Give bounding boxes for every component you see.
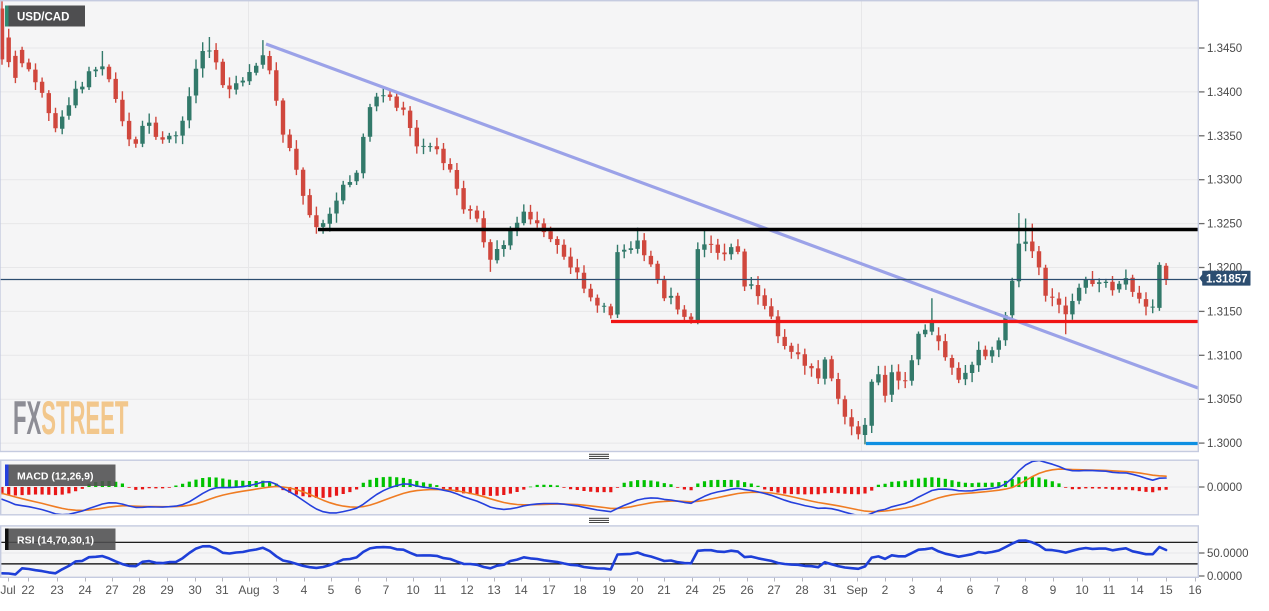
svg-text:26: 26 [740, 583, 754, 597]
svg-text:14: 14 [1130, 583, 1144, 597]
svg-text:7: 7 [994, 583, 1001, 597]
svg-text:USD/CAD: USD/CAD [17, 12, 69, 24]
svg-text:11: 11 [434, 583, 447, 597]
svg-text:6: 6 [355, 583, 362, 597]
svg-text:1.3350: 1.3350 [1207, 131, 1242, 143]
svg-text:RSI (14,70,30,1): RSI (14,70,30,1) [17, 535, 94, 547]
svg-text:22: 22 [21, 583, 35, 597]
svg-text:10: 10 [406, 583, 420, 597]
svg-text:6: 6 [967, 583, 974, 597]
svg-text:28: 28 [795, 583, 809, 597]
svg-text:13: 13 [487, 583, 501, 597]
svg-text:MACD (12,26,9): MACD (12,26,9) [17, 471, 93, 483]
svg-text:8: 8 [1022, 583, 1029, 597]
svg-text:15: 15 [1159, 583, 1173, 597]
svg-text:21: 21 [657, 583, 671, 597]
svg-text:27: 27 [767, 583, 781, 597]
svg-text:28: 28 [132, 583, 146, 597]
svg-text:2: 2 [882, 583, 889, 597]
svg-text:Jul: Jul [0, 583, 15, 597]
svg-text:1.3250: 1.3250 [1207, 219, 1242, 231]
svg-text:0.0000: 0.0000 [1207, 571, 1242, 583]
svg-text:16: 16 [1188, 583, 1202, 597]
svg-text:29: 29 [160, 583, 174, 597]
svg-text:7: 7 [383, 583, 390, 597]
svg-text:1.3000: 1.3000 [1207, 438, 1242, 450]
svg-text:Sep: Sep [846, 583, 868, 597]
svg-text:50.0000: 50.0000 [1207, 548, 1249, 560]
svg-text:1.3100: 1.3100 [1207, 350, 1242, 362]
svg-text:12: 12 [460, 583, 474, 597]
svg-text:3: 3 [273, 583, 280, 597]
svg-text:11: 11 [1103, 583, 1116, 597]
svg-text:5: 5 [328, 583, 335, 597]
svg-text:14: 14 [514, 583, 528, 597]
svg-text:31: 31 [823, 583, 837, 597]
svg-text:1.3300: 1.3300 [1207, 175, 1242, 187]
svg-text:9: 9 [1050, 583, 1057, 597]
svg-text:0.0000: 0.0000 [1207, 482, 1242, 494]
svg-text:17: 17 [542, 583, 556, 597]
svg-text:25: 25 [712, 583, 726, 597]
svg-text:1.3150: 1.3150 [1207, 306, 1242, 318]
svg-text:20: 20 [630, 583, 644, 597]
svg-text:30: 30 [188, 583, 202, 597]
svg-text:4: 4 [937, 583, 944, 597]
svg-text:FXSTREET: FXSTREET [13, 392, 129, 444]
svg-text:4: 4 [301, 583, 308, 597]
svg-text:3: 3 [909, 583, 916, 597]
svg-text:1.3400: 1.3400 [1207, 87, 1242, 99]
svg-text:24: 24 [78, 583, 92, 597]
svg-text:1.3050: 1.3050 [1207, 394, 1242, 406]
svg-text:24: 24 [685, 583, 699, 597]
svg-text:10: 10 [1075, 583, 1089, 597]
svg-text:19: 19 [602, 583, 616, 597]
svg-text:18: 18 [573, 583, 587, 597]
svg-text:Aug: Aug [238, 583, 259, 597]
svg-text:23: 23 [50, 583, 64, 597]
svg-text:31: 31 [215, 583, 229, 597]
svg-text:1.3450: 1.3450 [1207, 43, 1242, 55]
svg-text:27: 27 [105, 583, 119, 597]
svg-text:1.31857: 1.31857 [1206, 274, 1248, 286]
